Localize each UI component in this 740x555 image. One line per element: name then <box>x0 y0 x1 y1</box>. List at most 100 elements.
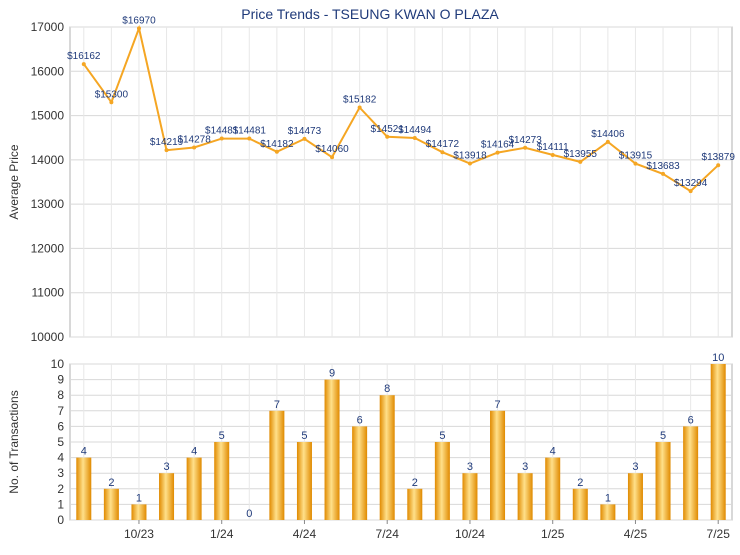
tx-x-tick-label: 7/25 <box>707 527 731 541</box>
price-data-label: $14481 <box>205 126 239 137</box>
tx-data-label: 4 <box>191 446 197 458</box>
price-point <box>661 171 666 176</box>
tx-data-label: 1 <box>136 492 142 504</box>
price-point <box>219 136 224 141</box>
tx-bar <box>572 488 588 520</box>
tx-data-label: 5 <box>439 430 445 442</box>
tx-data-label: 3 <box>163 461 169 473</box>
tx-data-label: 5 <box>301 430 307 442</box>
tx-data-label: 8 <box>384 383 390 395</box>
price-y-tick-label: 17000 <box>31 20 65 34</box>
price-point <box>550 152 555 157</box>
tx-data-label: 2 <box>108 477 114 489</box>
price-data-label: $14481 <box>233 126 267 137</box>
tx-y-tick-label: 6 <box>57 419 64 433</box>
tx-data-label: 3 <box>632 461 638 473</box>
price-points <box>81 26 721 194</box>
price-data-label: $15182 <box>343 95 377 106</box>
price-point <box>578 159 583 164</box>
tx-y-tick-label: 7 <box>57 404 64 418</box>
tx-x-tick-label: 4/25 <box>624 527 648 541</box>
price-y-tick-label: 11000 <box>32 286 65 300</box>
tx-data-label: 6 <box>688 414 694 426</box>
price-point <box>192 145 197 150</box>
price-data-label: $14494 <box>398 125 432 136</box>
tx-bar <box>214 442 230 520</box>
tx-y-tick-label: 9 <box>57 373 64 387</box>
price-data-label: $16162 <box>67 51 101 62</box>
price-data-label: $15300 <box>95 89 129 100</box>
tx-bar <box>545 457 561 520</box>
price-point <box>81 62 86 67</box>
price-point <box>633 161 638 166</box>
tx-bar <box>76 457 92 520</box>
tx-data-label: 1 <box>605 492 611 504</box>
tx-y-tick-label: 3 <box>57 466 64 480</box>
tx-y-tick-label: 1 <box>57 497 64 511</box>
tx-bar <box>434 442 450 520</box>
price-y-tick-label: 14000 <box>31 153 65 167</box>
tx-data-labels: 4 2 1 3 4 5 0 7 5 9 6 8 2 5 3 7 3 4 2 1 3 5 6 10 <box>81 352 725 520</box>
tx-bar <box>627 473 643 520</box>
price-point <box>495 150 500 155</box>
price-data-label: $13683 <box>646 161 680 172</box>
tx-bar <box>103 488 119 520</box>
tx-x-tick-label: 4/24 <box>293 527 317 541</box>
price-data-label: $14473 <box>288 126 322 137</box>
tx-bar <box>296 442 312 520</box>
price-data-label: $14521 <box>371 124 405 135</box>
tx-bar <box>600 504 616 520</box>
tx-data-label: 2 <box>412 477 418 489</box>
tx-bar <box>710 364 726 520</box>
tx-y-tick-label: 8 <box>57 388 64 402</box>
price-data-label: $14111 <box>537 142 569 153</box>
price-point <box>605 139 610 144</box>
price-data-label: $14164 <box>481 140 515 151</box>
tx-bar <box>159 473 175 520</box>
price-point <box>412 135 417 140</box>
tx-bar <box>462 473 478 520</box>
price-point <box>385 134 390 139</box>
price-data-label: $14060 <box>315 144 349 155</box>
price-y-tick-label: 10000 <box>31 330 65 344</box>
tx-bar <box>186 457 202 520</box>
price-point <box>467 161 472 166</box>
tx-y-ticks: 0 12 34 5 67 89 10 <box>51 357 65 527</box>
price-data-label: $14172 <box>426 139 460 150</box>
tx-x-tick-label: 1/25 <box>541 527 565 541</box>
tx-y-tick-label: 5 <box>57 435 64 449</box>
tx-bar <box>131 504 147 520</box>
price-data-label: $13955 <box>564 149 598 160</box>
tx-data-label: 2 <box>577 477 583 489</box>
price-data-label: $13915 <box>619 151 653 162</box>
tx-data-label: 9 <box>329 368 335 380</box>
tx-data-label: 6 <box>357 414 363 426</box>
tx-data-label: 3 <box>467 461 473 473</box>
tx-y-tick-label: 4 <box>57 451 64 465</box>
price-plot-area <box>69 26 733 338</box>
chart-title: Price Trends - TSEUNG KWAN O PLAZA <box>241 6 499 22</box>
price-point <box>136 26 141 31</box>
price-point <box>164 148 169 153</box>
price-grid <box>70 26 732 338</box>
price-data-label: $13879 <box>702 152 736 163</box>
tx-x-tick-label: 10/23 <box>124 527 154 541</box>
price-data-label: $14182 <box>260 139 294 150</box>
price-point <box>109 100 114 105</box>
price-y-axis-label: Average Price <box>7 144 21 219</box>
tx-bar <box>407 488 423 520</box>
tx-data-label: 5 <box>660 430 666 442</box>
tx-data-label: 7 <box>274 399 280 411</box>
tx-x-tick-label: 7/24 <box>376 527 400 541</box>
price-data-label: $13294 <box>674 178 708 189</box>
tx-y-tick-label: 0 <box>57 513 64 527</box>
tx-data-label: 4 <box>550 446 556 458</box>
tx-y-tick-label: 10 <box>51 357 65 371</box>
price-point <box>440 150 445 155</box>
price-y-ticks: 10000 11000 12000 13000 14000 15000 16000 17000 <box>31 20 65 344</box>
price-y-tick-label: 12000 <box>31 241 65 255</box>
price-point <box>523 145 528 150</box>
price-point <box>330 155 335 160</box>
price-data-label: $14278 <box>177 135 211 146</box>
